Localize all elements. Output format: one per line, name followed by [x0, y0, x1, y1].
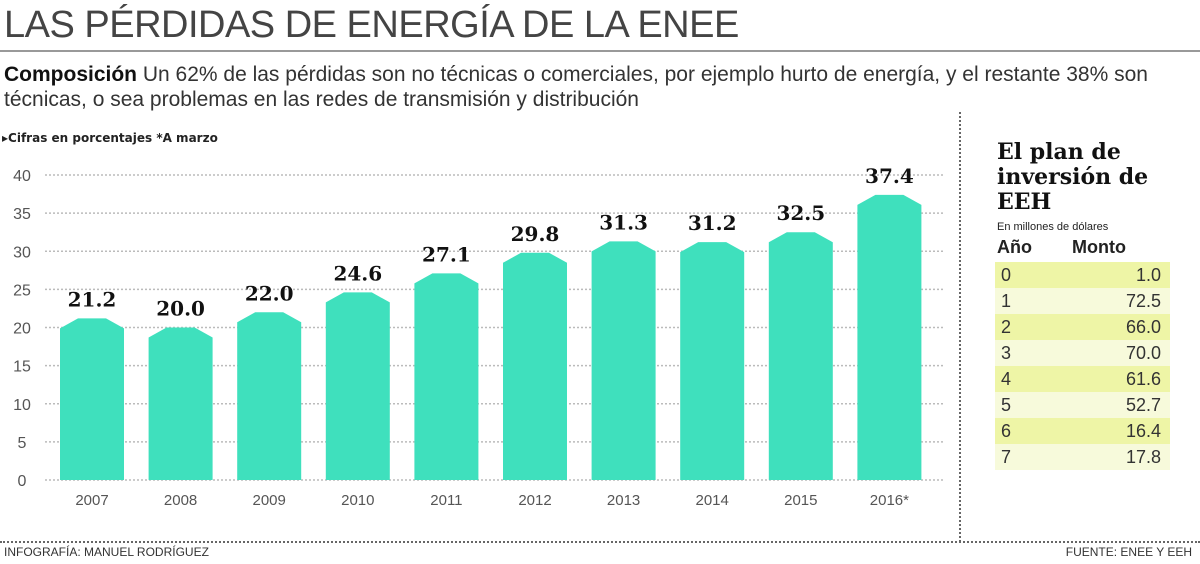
row-year: 0	[1001, 264, 1012, 285]
row-amount: 52.7	[1125, 394, 1161, 415]
data-label: 21.2	[68, 287, 117, 311]
x-tick-label: 2012	[518, 492, 551, 509]
table-row: 0 1.0	[995, 262, 1170, 288]
data-label: 32.5	[776, 201, 825, 225]
row-amount: 66.0	[1125, 316, 1161, 337]
title-divider	[0, 50, 1200, 52]
bar	[148, 327, 213, 480]
data-label: 37.4	[865, 164, 914, 188]
bar	[414, 273, 479, 480]
source: FUENTE: ENEE Y EEH	[1065, 545, 1192, 559]
x-tick-label: 2013	[607, 492, 640, 509]
y-tick-label: 40	[13, 168, 31, 185]
x-tick-label: 2009	[253, 492, 286, 509]
bar	[325, 292, 390, 480]
bar	[237, 312, 302, 480]
data-label: 27.1	[422, 242, 471, 266]
table-row: 5 52.7	[995, 392, 1170, 418]
row-year: 6	[1001, 420, 1012, 441]
credit: INFOGRAFÍA: MANUEL RODRÍGUEZ	[4, 545, 209, 559]
row-amount: 72.5	[1125, 290, 1161, 311]
panel-unit: En millones de dólares	[997, 221, 1109, 233]
table-row: 3 70.0	[995, 340, 1170, 366]
vertical-divider	[959, 112, 961, 542]
bar-chart: 0 5 10 15 20 25 30 35 40 21.2 2007 20.0 2008 22.0 2009…	[13, 164, 945, 509]
row-amount: 17.8	[1125, 446, 1161, 467]
x-tick-label: 2014	[696, 492, 729, 509]
bar	[60, 318, 124, 480]
table-row: 6 16.4	[995, 418, 1170, 444]
y-tick-label: 0	[18, 473, 27, 490]
header-amount: Monto	[1072, 237, 1126, 257]
table-row: 1 72.5	[995, 288, 1170, 314]
header-year: Año	[997, 237, 1032, 257]
x-tick-label: 2016*	[870, 492, 909, 509]
data-label: 20.0	[156, 297, 205, 321]
y-tick-label: 25	[13, 282, 31, 299]
bar	[503, 252, 567, 480]
x-tick-label: 2015	[784, 492, 817, 509]
subtitle: Composición Un 62% de las pérdidas son n…	[4, 62, 1194, 112]
x-tick-label: 2007	[75, 492, 108, 509]
row-amount: 61.6	[1125, 368, 1161, 389]
row-year: 5	[1001, 394, 1012, 415]
y-tick-label: 15	[13, 359, 31, 376]
data-label: 22.0	[245, 281, 294, 305]
bar	[591, 241, 656, 480]
subtitle-lead: Composición	[4, 63, 138, 86]
page-title: LAS PÉRDIDAS DE ENERGÍA DE LA ENEE	[4, 4, 739, 46]
note-text: Cifras en porcentajes *A marzo	[8, 131, 218, 145]
investment-panel: El plan de inversión de EEH En millones …	[975, 140, 1190, 470]
row-amount: 1.0	[1135, 264, 1161, 285]
y-tick-label: 30	[13, 244, 31, 261]
bar	[768, 232, 833, 480]
bar	[680, 242, 745, 480]
table-body: 0 1.0 1 72.5 2 66.0 3 70.0 4 61.6 5 52.7 6 16.4 7 17.8	[975, 262, 1190, 470]
table-header: Año Monto	[997, 237, 1190, 258]
row-year: 1	[1001, 290, 1012, 311]
row-year: 7	[1001, 446, 1012, 467]
panel-title: El plan de inversión de EEH	[997, 139, 1149, 215]
chart-note: ▸Cifras en porcentajes *A marzo	[2, 131, 218, 145]
row-amount: 16.4	[1125, 420, 1161, 441]
x-tick-label: 2008	[164, 492, 197, 509]
row-amount: 70.0	[1125, 342, 1161, 363]
data-label: 31.2	[688, 211, 737, 235]
x-tick-label: 2010	[341, 492, 374, 509]
data-label: 31.3	[599, 210, 648, 234]
x-tick-label: 2011	[430, 492, 462, 509]
table-row: 7 17.8	[995, 444, 1170, 470]
data-label: 29.8	[511, 222, 560, 246]
bar	[857, 194, 922, 480]
row-year: 2	[1001, 316, 1012, 337]
row-year: 4	[1001, 368, 1012, 389]
data-label: 24.6	[333, 261, 382, 285]
y-tick-label: 5	[18, 435, 27, 452]
footer-divider	[0, 541, 1200, 543]
y-tick-label: 10	[13, 397, 31, 414]
table-row: 4 61.6	[995, 366, 1170, 392]
y-tick-label: 35	[13, 206, 31, 223]
y-tick-label: 20	[13, 321, 31, 338]
row-year: 3	[1001, 342, 1012, 363]
arrow-icon: ▸	[2, 131, 9, 145]
table-row: 2 66.0	[995, 314, 1170, 340]
subtitle-text: Un 62% de las pérdidas son no técnicas o…	[4, 63, 1148, 111]
